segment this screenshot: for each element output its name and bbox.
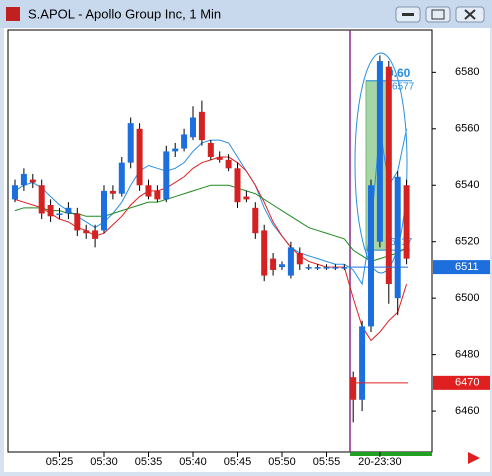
x-tick-label: 05:50: [268, 456, 296, 468]
candle-body: [403, 185, 410, 259]
price-tag: [433, 375, 490, 390]
range-top-label: 6577: [392, 81, 415, 92]
x-tick-label: 05:25: [46, 456, 74, 468]
candle-body: [56, 213, 63, 215]
candle-body: [198, 111, 205, 141]
price-tag-label: 6511: [455, 261, 479, 273]
candle-body: [109, 190, 116, 194]
minimize-icon: [402, 13, 414, 16]
ellipse-drawing: [354, 52, 408, 274]
candle-body: [154, 190, 161, 200]
y-tick-label: 6460: [455, 405, 479, 417]
scroll-arrow[interactable]: [468, 452, 480, 464]
candle-body: [243, 196, 250, 200]
candle-body: [83, 230, 90, 234]
candle-body: [101, 190, 107, 231]
candle-body: [127, 123, 134, 163]
x-tick-label: 20-23:30: [358, 456, 401, 468]
candle-body: [38, 185, 45, 214]
candle-body: [65, 207, 72, 214]
candle-body: [216, 157, 223, 160]
maximize-button[interactable]: [425, 6, 451, 23]
candle-body: [136, 128, 143, 186]
x-tick-label: 05:35: [135, 456, 163, 468]
app-icon: [6, 7, 20, 21]
candle-body: [394, 176, 401, 299]
candle-body: [270, 258, 277, 270]
candle-body: [323, 267, 330, 269]
x-tick-label: 05:30: [90, 456, 118, 468]
close-icon: [464, 9, 476, 20]
candle-body: [190, 117, 196, 138]
candle-body: [12, 185, 18, 200]
y-tick-label: 6500: [455, 292, 479, 304]
x-tick-label: 05:55: [313, 456, 341, 468]
candle-body: [20, 173, 27, 186]
candle-body: [47, 205, 54, 217]
y-tick-label: 6560: [455, 123, 479, 135]
maximize-icon: [431, 9, 445, 20]
y-tick-label: 6520: [455, 236, 479, 248]
price-tag-label: 6470: [455, 377, 479, 389]
candle-body: [305, 267, 312, 269]
range-bottom-label: 6517: [390, 237, 413, 248]
window-title: S.APOL - Apollo Group Inc, 1 Min: [28, 6, 221, 21]
candle-body: [118, 162, 125, 194]
y-tick-label: 6480: [455, 349, 479, 361]
candle-body: [332, 267, 339, 269]
candle-body: [207, 142, 214, 158]
price-tag: [433, 260, 490, 275]
candle-body: [172, 148, 179, 152]
y-tick-label: 6540: [455, 179, 479, 191]
candle-body: [287, 247, 294, 276]
candle-body: [385, 66, 392, 285]
range-label: 0.60: [387, 66, 411, 80]
candle-body: [359, 326, 366, 400]
candle-body: [181, 134, 188, 149]
x-tick-label: 05:45: [224, 456, 252, 468]
candle-body: [225, 159, 232, 169]
candle-body: [261, 230, 268, 276]
session-marker: [350, 452, 432, 456]
candle-body: [341, 267, 348, 269]
candle-body: [163, 151, 170, 200]
candle-body: [296, 252, 303, 265]
candle-body: [350, 377, 357, 400]
candle-body: [234, 168, 241, 203]
candle-body: [92, 230, 99, 239]
candle-body: [74, 213, 81, 231]
x-tick-label: 05:40: [179, 456, 207, 468]
candle-body: [368, 185, 374, 327]
candle-body: [314, 267, 321, 269]
candle-body: [252, 207, 259, 234]
candle-body: [376, 61, 383, 242]
candle-body: [145, 185, 152, 197]
candle-body: [279, 264, 285, 268]
y-tick-label: 6580: [455, 66, 479, 78]
candle-body: [29, 179, 36, 183]
